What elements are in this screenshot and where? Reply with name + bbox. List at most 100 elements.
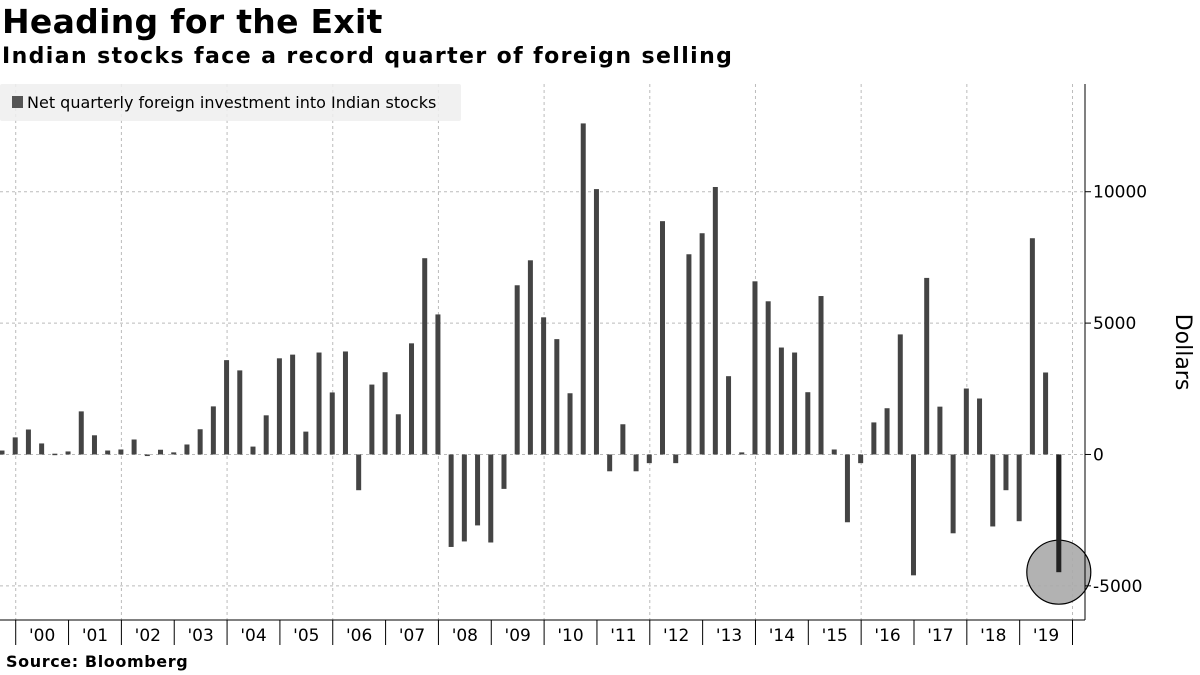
bar-2011-Q2 (607, 454, 613, 472)
bar-2016-Q2 (871, 422, 877, 455)
bar-2004-Q1 (224, 360, 230, 455)
bar-2019-Q2 (1029, 238, 1035, 455)
chart-subtitle: Indian stocks face a record quarter of f… (2, 44, 734, 69)
x-tick-label: '06 (346, 626, 372, 646)
bar-2019-Q1 (1016, 454, 1022, 522)
x-tick-label: '09 (505, 626, 531, 646)
bar-2006-Q3 (356, 454, 362, 491)
bar-2014-Q2 (765, 301, 771, 455)
x-tick-label: '04 (240, 626, 266, 646)
bar-2003-Q3 (197, 429, 203, 455)
x-tick-label: '05 (293, 626, 319, 646)
bar-2008-Q4 (475, 454, 481, 526)
y-axis-label: Dollars (1170, 314, 1195, 391)
bar-2010-Q4 (580, 123, 586, 455)
bar-2002-Q1 (118, 449, 124, 455)
bar-2010-Q3 (567, 393, 573, 455)
x-tick-label: '03 (187, 626, 213, 646)
bar-2000-Q2 (25, 429, 31, 455)
x-tick-label: '02 (135, 626, 161, 646)
y-tick-label: 0 (1093, 445, 1104, 465)
chart-title: Heading for the Exit (2, 2, 383, 41)
bar-2002-Q3 (144, 454, 150, 457)
bar-2018-Q2 (977, 398, 983, 455)
bar-2013-Q2 (712, 186, 718, 455)
x-tick-label: '16 (874, 626, 900, 646)
grid-lines (0, 84, 1085, 620)
bar-2012-Q2 (660, 221, 665, 455)
bar-2008-Q2 (448, 454, 454, 547)
legend-background (0, 84, 461, 121)
bar-2009-Q4 (527, 260, 533, 455)
x-tick-label: '08 (452, 626, 478, 646)
bar-2007-Q3 (409, 343, 415, 455)
bar-2015-Q4 (844, 454, 850, 523)
bar-2017-Q3 (937, 406, 943, 455)
bar-2015-Q3 (831, 449, 837, 455)
bar-2013-Q4 (739, 452, 745, 455)
bar-2017-Q2 (924, 277, 930, 455)
bar-2015-Q2 (818, 296, 824, 455)
bar-2010-Q1 (541, 317, 547, 455)
x-tick-label: '01 (82, 626, 108, 646)
bar-2001-Q3 (91, 435, 97, 455)
x-tick-label: '11 (610, 626, 636, 646)
bar-2002-Q4 (158, 449, 164, 455)
y-tick-label: 10000 (1093, 183, 1147, 203)
bar-2006-Q4 (369, 384, 375, 455)
bar-2016-Q4 (897, 334, 903, 455)
bar-2016-Q3 (884, 408, 890, 455)
bars (0, 123, 1062, 576)
bar-2008-Q3 (461, 454, 467, 542)
bar-2014-Q4 (792, 352, 798, 455)
x-tick-label: '07 (399, 626, 425, 646)
bar-2004-Q3 (250, 446, 256, 455)
bar-2006-Q1 (329, 392, 335, 455)
bar-2005-Q4 (316, 352, 322, 455)
x-tick-label: '15 (822, 626, 848, 646)
bar-2009-Q2 (501, 454, 507, 489)
x-tick-label: '00 (29, 626, 55, 646)
bar-2004-Q2 (237, 370, 243, 455)
highlight-bar (1056, 454, 1062, 573)
bar-2015-Q1 (805, 392, 811, 455)
bar-2012-Q1 (646, 454, 652, 464)
bar-2002-Q2 (131, 439, 137, 455)
bar-2007-Q4 (422, 258, 428, 455)
bar-2019-Q3 (1043, 372, 1049, 455)
bar-2011-Q3 (620, 424, 626, 455)
bar-2012-Q4 (686, 254, 692, 455)
bar-2013-Q3 (726, 376, 732, 455)
x-tick-label: '19 (1033, 626, 1059, 646)
y-tick-label: 5000 (1093, 314, 1136, 334)
bar-2000-Q1 (12, 437, 18, 455)
bar-2013-Q1 (699, 233, 705, 455)
highlight (1026, 454, 1092, 605)
bar-2003-Q4 (210, 406, 216, 455)
bar-2005-Q1 (276, 358, 282, 455)
legend-swatch (12, 96, 23, 108)
bar-2001-Q4 (105, 450, 111, 455)
bar-2005-Q2 (290, 354, 296, 455)
bar-2014-Q1 (752, 281, 758, 455)
bar-2010-Q2 (554, 339, 560, 455)
x-tick-label: '12 (663, 626, 689, 646)
bar-2000-Q3 (39, 443, 45, 455)
bar-2006-Q2 (342, 351, 348, 455)
x-tick-label: '17 (927, 626, 953, 646)
bar-2007-Q2 (395, 414, 401, 455)
x-tick-label: '14 (769, 626, 795, 646)
x-tick-label: '13 (716, 626, 742, 646)
bar-2009-Q1 (488, 454, 494, 543)
axes: 10000 5000 0 -5000 '00 '01 '02 '03 '04 '05 '06 '07 '… (0, 84, 1147, 646)
bar-2017-Q1 (910, 454, 916, 576)
legend-label: Net quarterly foreign investment into In… (27, 93, 436, 112)
bar-2007-Q1 (382, 372, 388, 455)
bar-2009-Q3 (514, 285, 520, 455)
bar-2001-Q1 (65, 451, 71, 455)
bar-2018-Q4 (1003, 454, 1009, 491)
bar-2001-Q2 (78, 411, 84, 455)
y-tick-label: -5000 (1093, 577, 1142, 597)
x-tick-label: '10 (557, 626, 583, 646)
